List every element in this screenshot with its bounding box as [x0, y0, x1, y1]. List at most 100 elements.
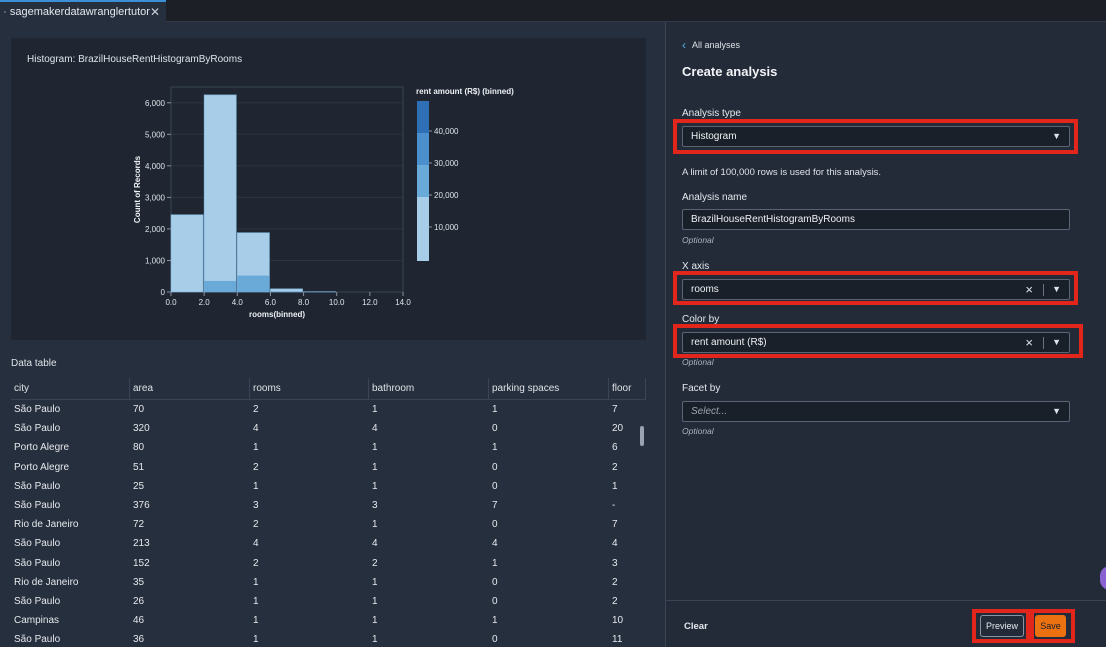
table-body: São Paulo 70 2 1 1 7 São Paulo 320 4 4 0 20 Porto Al…	[11, 400, 646, 647]
table-cell: 2	[372, 557, 378, 569]
table-cell: 6	[612, 442, 618, 454]
table-cell: 1	[372, 480, 378, 492]
table-cell: 2	[253, 557, 259, 569]
x-tick-label: 0.0	[165, 298, 177, 307]
column-header[interactable]: floor	[609, 378, 646, 400]
table-cell: 25	[133, 480, 145, 492]
clear-x-axis-icon[interactable]: ×	[1025, 282, 1033, 297]
table-cell: 0	[492, 461, 498, 473]
table-row: Porto Alegre 80 1 1 1 6	[11, 438, 646, 457]
x-tick-label: 4.0	[232, 298, 244, 307]
color-by-value: rent amount (R$)	[691, 337, 767, 348]
table-scrollbar[interactable]	[640, 426, 644, 446]
table-cell: São Paulo	[14, 538, 61, 550]
histogram-bar-segment	[270, 291, 303, 292]
column-header[interactable]: parking spaces	[489, 378, 609, 400]
table-cell: São Paulo	[14, 634, 61, 646]
table-row: São Paulo 152 2 2 1 3	[11, 554, 646, 573]
column-header[interactable]: bathroom	[369, 378, 489, 400]
histogram-bar-segment	[237, 275, 270, 292]
all-analyses-link[interactable]: ‹ All analyses	[682, 38, 740, 52]
help-bubble-icon[interactable]	[1100, 566, 1106, 590]
y-tick-label: 5,000	[145, 130, 166, 139]
table-row: Rio de Janeiro 35 1 1 0 2	[11, 573, 646, 592]
color-by-select[interactable]: rent amount (R$) × ▼	[682, 332, 1070, 353]
table-cell: 26	[133, 595, 145, 607]
row-limit-note: A limit of 100,000 rows is used for this…	[682, 167, 882, 178]
chevron-left-icon: ‹	[682, 38, 686, 52]
analysis-name-value: BrazilHouseRentHistogramByRooms	[691, 214, 855, 225]
table-header: city area rooms bathroom parking spaces floor	[11, 378, 646, 400]
table-cell: 2	[612, 595, 618, 607]
legend-label: 30,000	[434, 159, 459, 168]
table-cell: 1	[492, 615, 498, 627]
table-cell: 2	[253, 519, 259, 531]
x-axis-label: X axis	[682, 261, 710, 272]
table-cell: 1	[492, 557, 498, 569]
table-cell: 1	[372, 519, 378, 531]
data-table: city area rooms bathroom parking spaces floor…	[11, 378, 646, 647]
table-cell: 72	[133, 519, 145, 531]
column-header[interactable]: rooms	[250, 378, 369, 400]
legend-gradient-segment	[417, 101, 429, 133]
table-cell: 1	[612, 480, 618, 492]
table-row: São Paulo 25 1 1 0 1	[11, 477, 646, 496]
table-cell: São Paulo	[14, 480, 61, 492]
table-cell: 2	[612, 576, 618, 588]
table-cell: 2	[253, 461, 259, 473]
table-cell: Campinas	[14, 615, 60, 627]
analysis-type-label: Analysis type	[682, 108, 741, 119]
histogram-bar	[203, 94, 237, 293]
tab-bar: sagemakerdatawranglertutor ✕	[0, 0, 1106, 22]
column-header[interactable]: city	[11, 378, 130, 400]
table-cell: 1	[372, 634, 378, 646]
table-cell: 1	[372, 461, 378, 473]
table-cell: 1	[372, 442, 378, 454]
table-cell: 0	[492, 634, 498, 646]
table-cell: 320	[133, 423, 150, 435]
histogram-chart: 0 1,000 2,000 3,000 4,000 5,000 6,000 0.0 2.0 4.0…	[133, 86, 514, 319]
table-cell: 4	[372, 423, 378, 435]
table-cell: 51	[133, 461, 145, 473]
table-cell: 376	[133, 500, 150, 512]
table-cell: 4	[253, 538, 259, 550]
column-header[interactable]: area	[130, 378, 250, 400]
caret-down-icon: ▼	[1052, 337, 1061, 347]
table-cell: 1	[253, 595, 259, 607]
analysis-name-input[interactable]: BrazilHouseRentHistogramByRooms	[682, 209, 1070, 230]
x-axis-select[interactable]: rooms × ▼	[682, 279, 1070, 300]
caret-down-icon: ▼	[1052, 131, 1061, 141]
pane-divider[interactable]	[665, 22, 666, 647]
table-cell: 7	[612, 519, 618, 531]
y-tick-label: 6,000	[145, 99, 166, 108]
analysis-type-select[interactable]: Histogram ▼	[682, 126, 1070, 147]
legend-title: rent amount (R$) (binned)	[416, 87, 514, 96]
legend-gradient-segment	[417, 133, 429, 165]
facet-by-select[interactable]: Select... ▼	[682, 401, 1070, 422]
save-button[interactable]: Save	[1035, 615, 1066, 637]
table-cell: 152	[133, 557, 150, 569]
analysis-type-value: Histogram	[691, 131, 737, 142]
table-cell: São Paulo	[14, 423, 61, 435]
preview-button[interactable]: Preview	[980, 615, 1024, 637]
legend-label: 20,000	[434, 191, 459, 200]
table-cell: 3	[372, 500, 378, 512]
close-icon[interactable]: ✕	[149, 5, 160, 19]
highlight-save	[1030, 609, 1075, 643]
table-cell: Rio de Janeiro	[14, 576, 79, 588]
highlight-preview	[972, 609, 1030, 643]
tab-title: sagemakerdatawranglertutor	[9, 6, 150, 18]
table-cell: São Paulo	[14, 404, 61, 416]
table-cell: 3	[612, 557, 618, 569]
table-row: Porto Alegre 51 2 1 0 2	[11, 458, 646, 477]
clear-button[interactable]: Clear	[684, 621, 708, 632]
legend-gradient-segment	[417, 229, 429, 261]
highlight-x-axis	[673, 271, 1078, 305]
table-row: São Paulo 376 3 3 7 -	[11, 496, 646, 515]
table-cell: 0	[492, 423, 498, 435]
color-by-label: Color by	[682, 314, 720, 325]
clear-color-by-icon[interactable]: ×	[1025, 335, 1033, 350]
table-cell: 70	[133, 404, 145, 416]
table-row: Campinas 46 1 1 1 10	[11, 611, 646, 630]
tab-sagemakerdatawranglertutor[interactable]: sagemakerdatawranglertutor ✕	[0, 0, 166, 22]
